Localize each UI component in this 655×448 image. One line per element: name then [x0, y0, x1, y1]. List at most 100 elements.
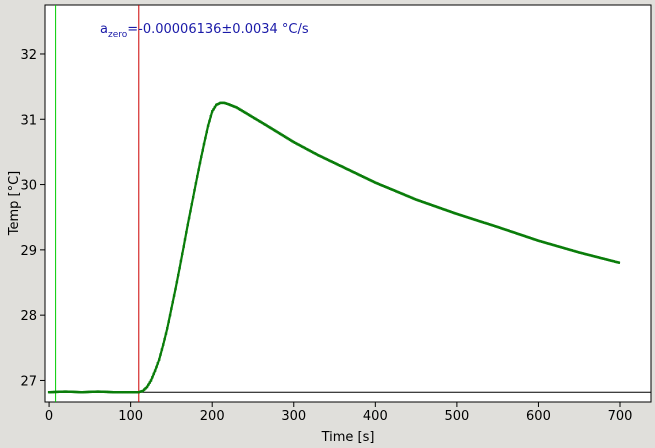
series-point — [280, 133, 283, 136]
series-point — [190, 203, 193, 206]
series-point — [348, 169, 352, 172]
y-tick-label: 28 — [20, 309, 37, 324]
series-point — [158, 358, 161, 361]
series-point — [166, 327, 169, 330]
series-point — [243, 110, 246, 114]
series-point — [422, 201, 425, 204]
series-point — [317, 154, 320, 157]
series-point — [148, 381, 151, 384]
series-point — [405, 194, 408, 197]
y-axis-label: Temp [°C] — [7, 171, 22, 237]
series-point — [140, 390, 143, 393]
series-point — [578, 251, 581, 254]
series-point — [156, 362, 159, 365]
series-point — [108, 390, 111, 394]
series-point — [557, 245, 560, 248]
series-point — [66, 390, 70, 393]
series-point — [468, 216, 471, 220]
series-point — [223, 101, 226, 105]
series-point — [381, 184, 384, 187]
series-point — [76, 390, 80, 394]
series-point — [459, 213, 462, 217]
series-point — [57, 390, 61, 393]
series-point — [205, 130, 208, 134]
series-point — [447, 209, 450, 213]
x-tick-label: 300 — [281, 409, 306, 424]
series-point — [266, 125, 270, 128]
series-point — [456, 213, 460, 216]
y-tick-label: 31 — [20, 113, 37, 128]
series-point — [574, 250, 577, 253]
series-point — [197, 168, 200, 171]
series-point — [471, 217, 475, 221]
series-point — [270, 127, 273, 130]
series-point — [226, 102, 229, 105]
series-point — [547, 242, 550, 245]
series-point — [124, 391, 127, 394]
series-point — [198, 161, 202, 165]
series-point — [543, 241, 546, 244]
series-point — [121, 391, 125, 394]
series-point — [537, 239, 540, 242]
series-point — [167, 320, 170, 323]
series-point — [261, 122, 265, 125]
series-point — [110, 390, 113, 394]
series-point — [79, 391, 82, 394]
series-point — [168, 314, 172, 317]
x-tick-label: 600 — [526, 409, 551, 424]
series-point — [385, 186, 388, 189]
series-point — [454, 212, 457, 215]
annotation-symbol-sub: zero — [108, 30, 128, 40]
series-point — [310, 150, 314, 154]
series-point — [132, 391, 136, 394]
series-point — [332, 161, 336, 164]
marker-lines — [55, 5, 140, 402]
series-point — [443, 208, 446, 211]
series-point — [617, 261, 620, 264]
series-point — [145, 385, 149, 389]
series-point — [501, 227, 504, 230]
annotation-symbol-base: a — [100, 22, 108, 37]
series-point — [571, 249, 575, 252]
series-point — [211, 110, 214, 113]
series-point — [182, 245, 185, 248]
series-point — [179, 259, 183, 263]
series-point — [395, 190, 398, 193]
series-point — [437, 206, 440, 209]
series-point — [239, 108, 242, 111]
series-point — [147, 383, 150, 386]
series-point — [529, 237, 533, 240]
series-point — [498, 226, 502, 229]
series-point — [429, 203, 433, 206]
series-point — [374, 181, 377, 184]
series-point — [516, 232, 519, 235]
series-point — [177, 273, 180, 277]
series-point — [343, 166, 347, 170]
series-point — [358, 173, 361, 177]
series-point — [253, 116, 256, 120]
series-point — [324, 157, 327, 160]
series-point — [174, 287, 177, 291]
series-point — [377, 182, 381, 186]
x-tick-label: 400 — [363, 409, 388, 424]
series-point — [200, 155, 203, 158]
series-point — [398, 191, 402, 195]
series-point — [94, 390, 97, 393]
series-point — [55, 390, 58, 394]
series-point — [606, 258, 609, 261]
series-point — [216, 103, 219, 106]
series-point — [372, 180, 376, 184]
series-point — [224, 102, 227, 105]
series-point — [185, 231, 188, 234]
series-point — [505, 228, 508, 232]
series-point — [366, 177, 370, 181]
series-point — [255, 118, 258, 121]
series-point — [408, 195, 412, 199]
series-point — [495, 225, 498, 228]
series-point — [296, 142, 299, 146]
series-point — [481, 221, 484, 224]
series-point — [115, 391, 118, 394]
series-point — [435, 205, 439, 209]
series-point — [321, 156, 325, 159]
series-point — [186, 223, 189, 227]
